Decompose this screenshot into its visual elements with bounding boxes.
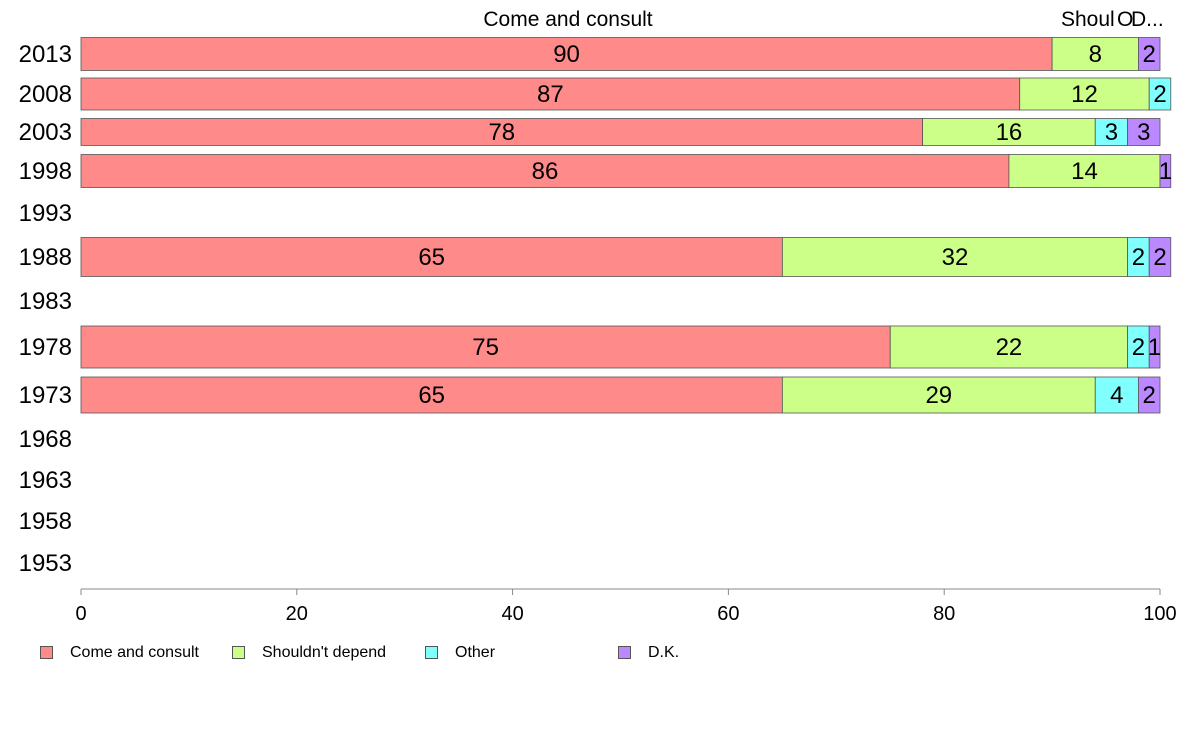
y-tick-label-1998: 1998: [19, 158, 72, 185]
value-label-d-k-2013: 2: [1143, 41, 1156, 68]
value-label-d-k-1973: 2: [1143, 382, 1156, 409]
top-segment-label-o: O: [1117, 8, 1133, 31]
value-label-shouldn-t-depend-1973: 29: [925, 382, 952, 409]
x-tick-label-60: 60: [717, 603, 739, 625]
legend-label-shouldnt-depend: Shouldn't depend: [262, 644, 387, 661]
y-tick-label-1973: 1973: [19, 382, 72, 409]
bar-other-1973: [1094, 376, 1139, 414]
bar-other-2003: [1094, 118, 1129, 146]
bar-shouldn-t-depend-2013: [1051, 37, 1139, 71]
value-label-shouldn-t-depend-1988: 32: [942, 244, 969, 271]
bar-come-and-consult-1988: [80, 237, 783, 277]
legend-label-dk: D.K.: [648, 644, 680, 661]
bar-come-and-consult-1973: [80, 376, 783, 414]
bar-other-2008: [1148, 77, 1172, 111]
bar-shouldn-t-depend-1978: [889, 325, 1129, 369]
bar-come-and-consult-1998: [80, 154, 1010, 188]
y-tick-label-1983: 1983: [19, 288, 72, 315]
x-tick-label-0: 0: [75, 603, 86, 625]
bar-come-and-consult-1978: [80, 325, 891, 369]
value-label-other-1978: 2: [1132, 334, 1145, 361]
value-label-come-and-consult-1988: 65: [418, 244, 445, 271]
value-label-shouldn-t-depend-1978: 22: [996, 334, 1023, 361]
x-tick-label-20: 20: [286, 603, 308, 625]
value-label-shouldn-t-depend-2013: 8: [1089, 41, 1102, 68]
y-tick-label-1963: 1963: [19, 467, 72, 494]
bar-come-and-consult-2013: [80, 37, 1053, 71]
y-tick-label-2008: 2008: [19, 81, 72, 108]
top-segment-label-shoul: Shoul: [1061, 8, 1115, 31]
bar-d-k-1998: [1159, 154, 1172, 188]
value-label-other-1988: 2: [1132, 244, 1145, 271]
bar-shouldn-t-depend-2003: [922, 118, 1096, 146]
value-label-come-and-consult-2013: 90: [553, 41, 580, 68]
value-label-other-2003: 3: [1105, 119, 1118, 146]
value-label-shouldn-t-depend-1998: 14: [1071, 158, 1098, 185]
bar-shouldn-t-depend-1988: [781, 237, 1129, 277]
bar-shouldn-t-depend-1998: [1008, 154, 1161, 188]
x-tick-label-40: 40: [501, 603, 523, 625]
y-tick-label-1953: 1953: [19, 550, 72, 577]
bar-come-and-consult-2008: [80, 77, 1021, 111]
x-tick-label-100: 100: [1143, 603, 1176, 625]
value-label-come-and-consult-1973: 65: [418, 382, 445, 409]
value-label-come-and-consult-1978: 75: [472, 334, 499, 361]
top-segment-label-d: D...: [1131, 8, 1164, 31]
value-label-shouldn-t-depend-2003: 16: [996, 119, 1023, 146]
y-tick-label-1988: 1988: [19, 244, 72, 271]
legend-label-come-and-consult: Come and consult: [70, 644, 199, 661]
top-segment-label-come-and-consult: Come and consult: [483, 8, 652, 31]
value-label-d-k-1998: 1: [1159, 158, 1172, 185]
x-tick-label-80: 80: [933, 603, 955, 625]
bar-d-k-2013: [1138, 37, 1161, 71]
value-label-d-k-2003: 3: [1137, 119, 1150, 146]
bar-d-k-2003: [1127, 118, 1161, 146]
y-tick-label-1978: 1978: [19, 334, 72, 361]
value-label-other-1973: 4: [1110, 382, 1123, 409]
y-tick-label-1958: 1958: [19, 508, 72, 535]
bar-d-k-1973: [1138, 376, 1161, 414]
value-label-come-and-consult-1998: 86: [532, 158, 559, 185]
value-label-other-2008: 2: [1153, 81, 1166, 108]
bar-come-and-consult-2003: [80, 118, 924, 146]
value-label-come-and-consult-2003: 78: [488, 119, 515, 146]
y-tick-label-2013: 2013: [19, 41, 72, 68]
bar-shouldn-t-depend-2008: [1019, 77, 1150, 111]
legend-swatch-other: [425, 646, 438, 659]
value-label-come-and-consult-2008: 87: [537, 81, 564, 108]
legend-swatch-dk: [618, 646, 631, 659]
value-label-d-k-1988: 2: [1153, 244, 1166, 271]
value-label-shouldn-t-depend-2008: 12: [1071, 81, 1098, 108]
legend: Come and consult Shouldn't depend Other …: [40, 643, 740, 663]
bar-d-k-1978: [1148, 325, 1161, 369]
y-tick-label-1968: 1968: [19, 426, 72, 453]
y-tick-label-1993: 1993: [19, 200, 72, 227]
legend-swatch-come-and-consult: [40, 646, 53, 659]
value-label-d-k-1978: 1: [1148, 334, 1161, 361]
legend-label-other: Other: [455, 644, 496, 661]
y-tick-label-2003: 2003: [19, 119, 72, 146]
bar-shouldn-t-depend-1973: [781, 376, 1096, 414]
bar-d-k-1988: [1148, 237, 1172, 277]
legend-swatch-shouldnt-depend: [232, 646, 245, 659]
